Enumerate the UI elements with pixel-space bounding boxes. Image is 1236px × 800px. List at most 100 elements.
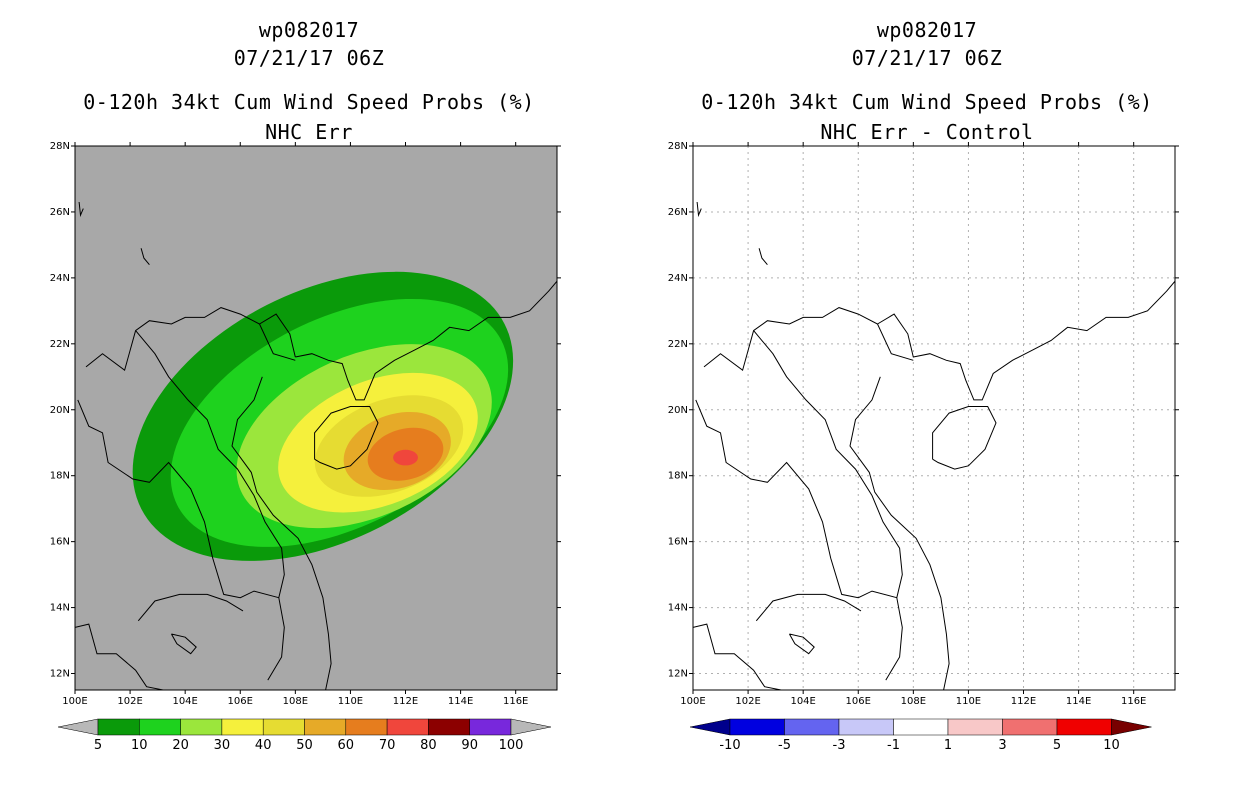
- colorbar-max-arrow: [1111, 718, 1152, 736]
- colorbar-min-arrow: [57, 718, 99, 736]
- x-tick-label: 116E: [503, 696, 528, 707]
- colorbar-box: [838, 718, 894, 736]
- coastline: [75, 623, 164, 690]
- colorbar-label: 20: [172, 738, 189, 753]
- coastline: [696, 201, 702, 218]
- colorbar-box: [180, 718, 223, 736]
- coastline: [137, 593, 244, 622]
- product-subtitle: NHC Err: [265, 120, 353, 144]
- x-tick-label: 108E: [283, 696, 308, 707]
- y-tick-label: 16N: [668, 537, 688, 548]
- colorbar-label: 80: [420, 738, 437, 753]
- product-title: 0-120h 34kt Cum Wind Speed Probs (%): [83, 90, 535, 114]
- y-tick-label: 24N: [668, 273, 688, 284]
- y-tick-label: 28N: [668, 141, 688, 152]
- plot-layer: [693, 146, 1175, 690]
- x-tick-label: 104E: [790, 696, 815, 707]
- y-tick-label: 12N: [50, 669, 70, 680]
- x-tick-label: 116E: [1121, 696, 1146, 707]
- coastline: [758, 248, 768, 266]
- coastline: [753, 330, 903, 681]
- colorbar-box: [893, 718, 949, 736]
- colorbar-label: -5: [778, 738, 791, 753]
- x-tick-label: 106E: [228, 696, 253, 707]
- colorbar-box: [1002, 718, 1058, 736]
- coastline: [295, 280, 557, 401]
- product-subtitle: NHC Err - Control: [820, 120, 1034, 144]
- coastline: [877, 313, 914, 358]
- x-tick-label: 114E: [448, 696, 473, 707]
- colorbar-box: [262, 718, 305, 736]
- datetime: 07/21/17 06Z: [851, 46, 1003, 70]
- y-tick-label: 24N: [50, 273, 70, 284]
- colorbar-box: [386, 718, 429, 736]
- storm-id: wp082017: [876, 18, 978, 42]
- colorbar-box: [221, 718, 264, 736]
- x-tick-label: 110E: [338, 696, 363, 707]
- coastline: [849, 376, 950, 690]
- colorbar-label: -10: [719, 738, 740, 753]
- y-tick-label: 20N: [668, 405, 688, 416]
- coastline: [314, 406, 379, 470]
- difference-map: 100E 102E 104E 106E 108E 110E 112E 114E 116E 12N 1…: [668, 141, 1179, 753]
- colorbar-label: 10: [131, 738, 148, 753]
- product-title: 0-120h 34kt Cum Wind Speed Probs (%): [701, 90, 1153, 114]
- coastline: [231, 376, 332, 690]
- coastline: [788, 633, 815, 655]
- right-panel: wp082017 07/21/17 06Z 0-120h 34kt Cum Wi…: [618, 0, 1236, 800]
- plot-frame: [74, 145, 558, 691]
- colorbar-label: 50: [296, 738, 313, 753]
- colorbar-box: [428, 718, 470, 736]
- x-tick-label: 112E: [1011, 696, 1036, 707]
- colorbar-box: [784, 718, 840, 736]
- colorbar-min-arrow: [689, 718, 731, 736]
- x-tick-label: 104E: [172, 696, 197, 707]
- coastline: [755, 593, 862, 622]
- coastline: [693, 623, 782, 690]
- colorbar-box: [97, 718, 140, 736]
- coastline: [932, 406, 997, 470]
- colorbar-box: [345, 718, 388, 736]
- coastline: [140, 248, 150, 266]
- x-tick-label: 106E: [846, 696, 871, 707]
- x-tick-label: 102E: [117, 696, 142, 707]
- colorbar-box: [304, 718, 347, 736]
- colorbar-label: 100: [499, 738, 524, 753]
- datetime: 07/21/17 06Z: [233, 46, 385, 70]
- probability-map: 100E 102E 104E 106E 108E 110E 112E 114E 116E 12N 1…: [50, 141, 561, 753]
- colorbar-label: -3: [833, 738, 846, 753]
- colorbar-label: 3: [998, 738, 1006, 753]
- x-tick-label: 100E: [680, 696, 705, 707]
- colorbar-box: [947, 718, 1003, 736]
- x-tick-label: 112E: [393, 696, 418, 707]
- y-tick-label: 26N: [668, 207, 688, 218]
- colorbar-label: 70: [379, 738, 396, 753]
- x-tick-label: 110E: [956, 696, 981, 707]
- plot-layer: [75, 201, 557, 690]
- colorbar-box: [1056, 718, 1112, 736]
- y-tick-label: 12N: [668, 669, 688, 680]
- y-tick-label: 18N: [50, 471, 70, 482]
- coastline: [170, 633, 197, 655]
- y-tick-label: 18N: [668, 471, 688, 482]
- contour-70: [393, 449, 418, 466]
- y-tick-label: 26N: [50, 207, 70, 218]
- colorbar-label: 60: [338, 738, 355, 753]
- coastline: [913, 280, 1175, 401]
- y-tick-label: 22N: [50, 339, 70, 350]
- colorbar-label: 5: [1053, 738, 1061, 753]
- x-tick-label: 100E: [62, 696, 87, 707]
- colorbar-label: 30: [214, 738, 231, 753]
- coastline: [695, 399, 897, 599]
- colorbar-label: 90: [461, 738, 478, 753]
- colorbar-label: 10: [1103, 738, 1120, 753]
- x-tick-label: 102E: [735, 696, 760, 707]
- coastline: [259, 313, 296, 358]
- y-tick-label: 28N: [50, 141, 70, 152]
- colorbar-max-arrow: [510, 718, 552, 736]
- x-tick-label: 114E: [1066, 696, 1091, 707]
- colorbar-label: -1: [887, 738, 900, 753]
- colorbar-label: 5: [94, 738, 102, 753]
- y-tick-label: 16N: [50, 537, 70, 548]
- plot-background: [693, 146, 1175, 690]
